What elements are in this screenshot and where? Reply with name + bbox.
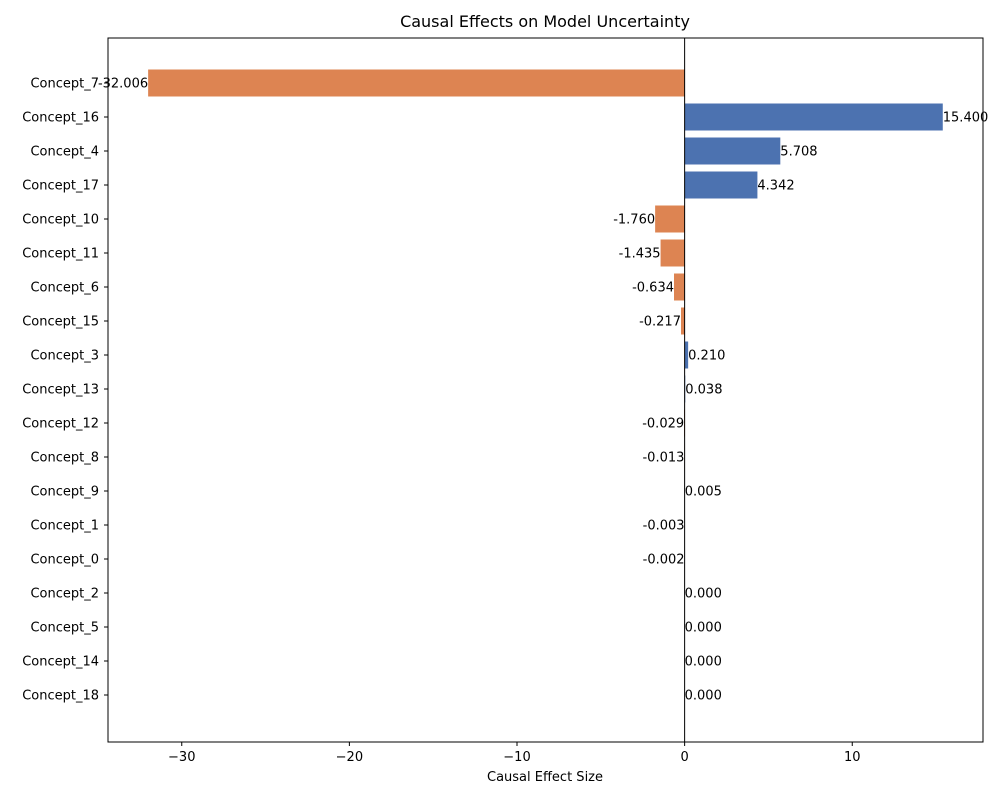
value-label-concept-0: -0.002 xyxy=(643,553,685,568)
value-label-concept-11: -1.435 xyxy=(619,247,661,262)
value-label-concept-2: 0.000 xyxy=(685,587,722,602)
value-label-concept-1: -0.003 xyxy=(643,519,685,534)
chart-title: Causal Effects on Model Uncertainty xyxy=(400,12,690,31)
value-label-concept-9: 0.005 xyxy=(685,485,722,500)
x-tick-label-10: 10 xyxy=(844,750,861,765)
y-tick-label-concept-3: Concept_3 xyxy=(30,349,99,364)
x-tick-label-neg30: −30 xyxy=(168,750,195,765)
plot-frame xyxy=(108,38,983,742)
y-tick-label-concept-14: Concept_14 xyxy=(22,655,99,670)
x-tick-label-neg10: −10 xyxy=(503,750,530,765)
value-label-concept-5: 0.000 xyxy=(685,621,722,636)
value-label-concept-10: -1.760 xyxy=(613,213,655,228)
bar-concept-4 xyxy=(685,138,781,165)
value-label-concept-7: -32.006 xyxy=(98,77,148,92)
value-label-concept-17: 4.342 xyxy=(757,179,794,194)
x-tick-label-neg20: −20 xyxy=(336,750,363,765)
value-label-concept-12: -0.029 xyxy=(642,417,684,432)
value-label-concept-3: 0.210 xyxy=(688,349,725,364)
value-label-concept-16: 15.400 xyxy=(943,111,989,126)
value-labels: -32.006 15.400 5.708 4.342 -1.760 -1.435 -0.63… xyxy=(98,77,988,704)
value-label-concept-14: 0.000 xyxy=(685,655,722,670)
y-tick-label-concept-7: Concept_7 xyxy=(30,77,99,92)
y-tick-label-concept-1: Concept_1 xyxy=(30,519,99,534)
bar-concept-10 xyxy=(655,206,685,233)
y-tick-label-concept-9: Concept_9 xyxy=(30,485,99,500)
y-tick-label-concept-16: Concept_16 xyxy=(22,111,99,126)
value-label-concept-15: -0.217 xyxy=(639,315,681,330)
bar-concept-16 xyxy=(685,104,943,131)
value-label-concept-8: -0.013 xyxy=(642,451,684,466)
value-label-concept-6: -0.634 xyxy=(632,281,674,296)
y-tick-label-concept-18: Concept_18 xyxy=(22,689,99,704)
value-label-concept-18: 0.000 xyxy=(685,689,722,704)
y-tick-label-concept-2: Concept_2 xyxy=(30,587,99,602)
x-axis: −30 −20 −10 0 10 xyxy=(168,742,860,765)
y-tick-label-concept-6: Concept_6 xyxy=(30,281,99,296)
bar-concept-6 xyxy=(674,274,685,301)
value-label-concept-4: 5.708 xyxy=(780,145,817,160)
y-tick-label-concept-12: Concept_12 xyxy=(22,417,99,432)
bars-layer xyxy=(148,70,943,573)
y-tick-label-concept-13: Concept_13 xyxy=(22,383,99,398)
y-tick-label-concept-0: Concept_0 xyxy=(30,553,99,568)
y-tick-label-concept-5: Concept_5 xyxy=(30,621,99,636)
y-tick-label-concept-10: Concept_10 xyxy=(22,213,99,228)
bar-concept-17 xyxy=(685,172,758,199)
value-label-concept-13: 0.038 xyxy=(685,383,722,398)
y-tick-label-concept-8: Concept_8 xyxy=(30,451,99,466)
bar-concept-15 xyxy=(681,308,685,335)
y-tick-label-concept-11: Concept_11 xyxy=(22,247,99,262)
bar-concept-11 xyxy=(661,240,685,267)
y-tick-label-concept-17: Concept_17 xyxy=(22,179,99,194)
y-tick-label-concept-4: Concept_4 xyxy=(30,145,99,160)
bar-concept-7 xyxy=(148,70,684,97)
x-tick-label-0: 0 xyxy=(680,750,688,765)
y-axis: Concept_7 Concept_16 Concept_4 Concept_17 Co… xyxy=(22,77,108,704)
y-tick-label-concept-15: Concept_15 xyxy=(22,315,99,330)
x-axis-label: Causal Effect Size xyxy=(487,770,603,785)
